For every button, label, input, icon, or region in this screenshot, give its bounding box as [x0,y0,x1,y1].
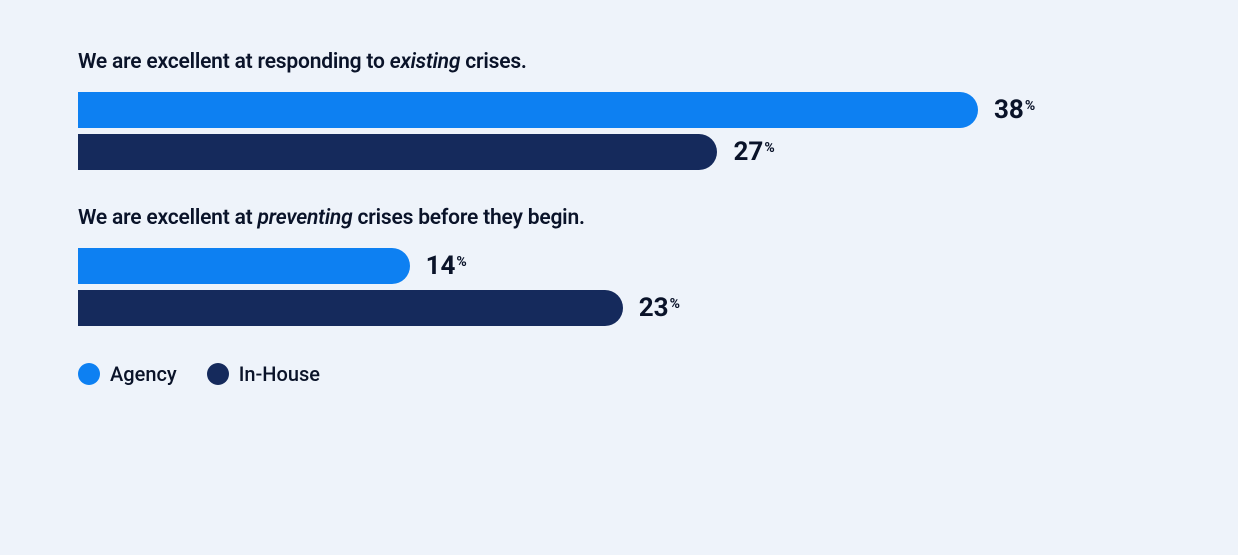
bar-value-label: 14% [426,253,467,279]
value-number: 38 [994,97,1024,123]
percent-sign: % [1025,99,1035,113]
chart-canvas: We are excellent at responding to existi… [0,0,1238,555]
bar-row: 14% [78,248,1170,284]
title-text-pre: We are excellent at responding to [78,50,390,74]
title-text-post: crises. [460,50,526,74]
percent-sign: % [670,297,680,311]
title-text-post: crises before they begin. [353,206,585,230]
legend-swatch [78,363,100,385]
value-number: 14 [426,253,456,279]
legend-swatch [207,363,229,385]
bar-row: 23% [78,290,1170,326]
legend-label: In-House [239,362,320,386]
legend-item-agency: Agency [78,362,177,386]
group-title: We are excellent at responding to existi… [78,50,1170,74]
group-title: We are excellent at preventing crises be… [78,206,1170,230]
bar-row: 27% [78,134,1170,170]
title-text-em: existing [390,50,461,74]
bar-value-label: 23% [639,295,680,321]
bar-value-label: 27% [733,139,774,165]
chart-group: We are excellent at preventing crises be… [78,206,1170,326]
legend: Agency In-House [78,362,1170,386]
legend-item-in-house: In-House [207,362,320,386]
bar-in-house [78,134,717,170]
legend-label: Agency [110,362,177,386]
bar-in-house [78,290,623,326]
bar-agency [78,248,410,284]
value-number: 27 [733,139,763,165]
percent-sign: % [456,255,466,269]
bar-value-label: 38% [994,97,1035,123]
bar-agency [78,92,978,128]
title-text-em: preventing [258,206,353,230]
chart-group: We are excellent at responding to existi… [78,50,1170,170]
value-number: 23 [639,295,669,321]
percent-sign: % [764,141,774,155]
bar-row: 38% [78,92,1170,128]
title-text-pre: We are excellent at [78,206,258,230]
